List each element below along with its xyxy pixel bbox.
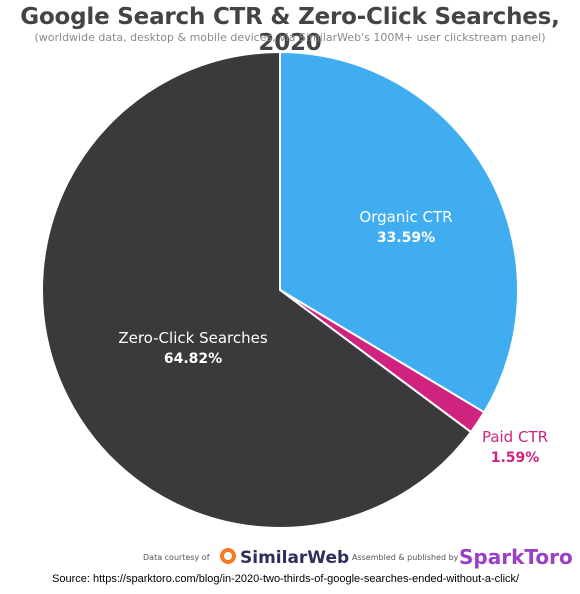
value-organic-ctr: 33.59% [377, 230, 435, 246]
label-organic-ctr: Organic CTR [359, 208, 452, 226]
chart-subtitle: (worldwide data, desktop & mobile device… [34, 31, 546, 44]
label-zero-click: Zero-Click Searches [118, 329, 267, 347]
footer-credits: Data courtesy of SimilarWeb Assembled & … [143, 545, 573, 569]
sparktoro-brand: SparkToro [459, 545, 573, 569]
similarweb-logo-icon [220, 548, 236, 564]
pie-slice-zero-click-searches [41, 50, 473, 529]
assembled-by-text: Assembled & published by [352, 553, 459, 562]
pie-slice-organic-ctr [279, 50, 519, 414]
similarweb-brand: SimilarWeb [240, 548, 349, 568]
pie-slices [41, 50, 519, 529]
label-paid-ctr: Paid CTR [482, 428, 548, 446]
source-citation: Source: https://sparktoro.com/blog/in-20… [52, 573, 520, 585]
value-zero-click: 64.82% [164, 351, 222, 367]
data-courtesy-text: Data courtesy of [143, 553, 210, 562]
pie-labels: Organic CTR 33.59% Zero-Click Searches 6… [118, 208, 548, 466]
value-paid-ctr: 1.59% [491, 450, 540, 466]
chart-title: Google Search CTR & Zero-Click Searches,… [20, 4, 560, 56]
